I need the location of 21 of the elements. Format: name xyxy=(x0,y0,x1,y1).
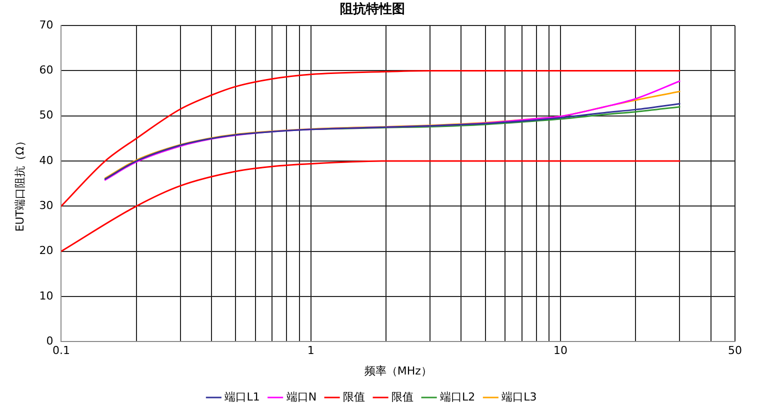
x-tick-label: 0.1 xyxy=(52,344,70,358)
y-tick-label: 0 xyxy=(46,334,54,348)
y-axis-title: EUT端口阻抗（Ω） xyxy=(13,136,26,232)
y-tick-label: 70 xyxy=(39,18,54,32)
legend-label: 端口L3 xyxy=(502,390,537,404)
legend-label: 端口N xyxy=(286,390,317,404)
y-tick-label: 30 xyxy=(39,199,54,212)
y-tick-label: 60 xyxy=(39,64,54,77)
x-tick-label: 10 xyxy=(554,344,568,358)
x-tick-label: 1 xyxy=(307,344,314,358)
legend-label: 限值 xyxy=(392,390,414,404)
legend-label: 限值 xyxy=(343,390,366,404)
legend-label: 端口L2 xyxy=(440,390,476,404)
y-tick-label: 20 xyxy=(39,244,54,258)
chart-title: 阻抗特性图 xyxy=(340,1,405,18)
y-tick-label: 10 xyxy=(39,289,54,302)
y-tick-label: 50 xyxy=(39,108,54,122)
legend-label: 端口L1 xyxy=(224,390,260,404)
y-tick-label: 40 xyxy=(39,154,54,167)
x-tick-label: 50 xyxy=(728,344,742,358)
x-axis-title: 频率（MHz） xyxy=(364,364,432,378)
